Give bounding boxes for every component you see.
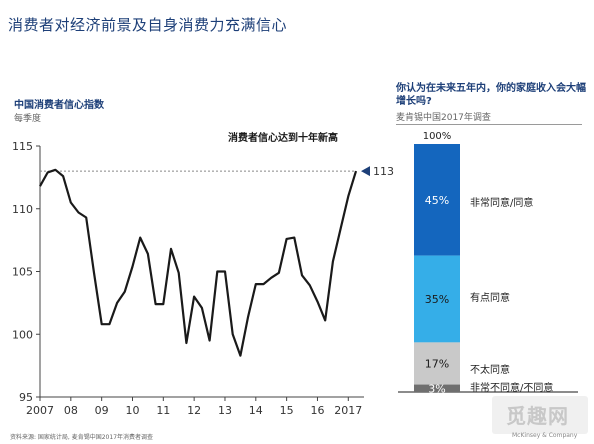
watermark-logo: 觅趣网	[492, 396, 588, 434]
line-chart-frequency: 每季度	[14, 114, 42, 124]
x-tick-label: 15	[280, 404, 294, 417]
bar-segment	[414, 342, 460, 385]
bar-segment-label: 3%	[428, 382, 445, 395]
survey-question: 你认为在未来五年内，你的家庭收入会大幅增长吗?	[396, 83, 586, 107]
header-divider	[396, 124, 582, 125]
y-tick-label: 115	[12, 140, 33, 153]
latest-value-label: 113	[373, 165, 394, 178]
x-tick-label: 12	[187, 404, 201, 417]
bar-category-label: 非常不同意/不同意	[470, 381, 553, 394]
x-tick-label: 14	[249, 404, 263, 417]
bar-total-label: 100%	[423, 131, 452, 142]
footer-brand: McKinsey & Company	[512, 432, 578, 439]
x-tick-label: 09	[95, 404, 109, 417]
page-title: 消费者对经济前景及自身消费力充满信心	[8, 16, 288, 34]
x-tick-label: 10	[125, 404, 139, 417]
bar-segment	[414, 144, 460, 256]
bar-segment-label: 45%	[425, 194, 449, 207]
x-tick-label: 08	[64, 404, 78, 417]
x-tick-label: 2017	[334, 404, 362, 417]
y-tick-label: 95	[19, 391, 33, 404]
x-tick-label: 11	[156, 404, 170, 417]
footer-source: 资料来源: 国家统计局, 麦肯锡中国2017年消费者调查	[10, 434, 154, 441]
x-tick-label: 2007	[26, 404, 54, 417]
series-line	[39, 168, 358, 357]
y-tick-label: 100	[12, 328, 33, 341]
bar-category-label: 非常同意/同意	[470, 196, 533, 209]
consumer-confidence-line-chart: 95 100 105 110 115 2007 08 09 10 11 12 13 14 15 16 2017…	[12, 131, 394, 417]
bar-segment	[414, 384, 460, 392]
x-tick-label: 16	[310, 404, 324, 417]
bar-segment-label: 17%	[425, 357, 449, 370]
survey-source: 麦肯锡中国2017年调查	[396, 113, 491, 123]
bar-segment-label: 35%	[425, 293, 449, 306]
bar-category-label: 不太同意	[470, 363, 510, 376]
watermark-text: 觅趣网	[506, 404, 569, 428]
y-tick-label: 105	[12, 266, 33, 279]
y-tick-label: 110	[12, 203, 33, 216]
bar-category-label: 有点同意	[470, 291, 510, 304]
line-chart-title: 中国消费者信心指数	[14, 100, 104, 111]
income-growth-stacked-bar: 100% 45% 非常同意/同意 35% 有点同意 17% 不太同意 3% 非常不同意/不同意	[398, 131, 578, 395]
ten-year-high-annotation: 消费者信心达到十年新高	[228, 131, 338, 144]
bar-segment	[414, 255, 460, 343]
latest-value-marker	[361, 166, 370, 177]
x-tick-label: 13	[218, 404, 232, 417]
